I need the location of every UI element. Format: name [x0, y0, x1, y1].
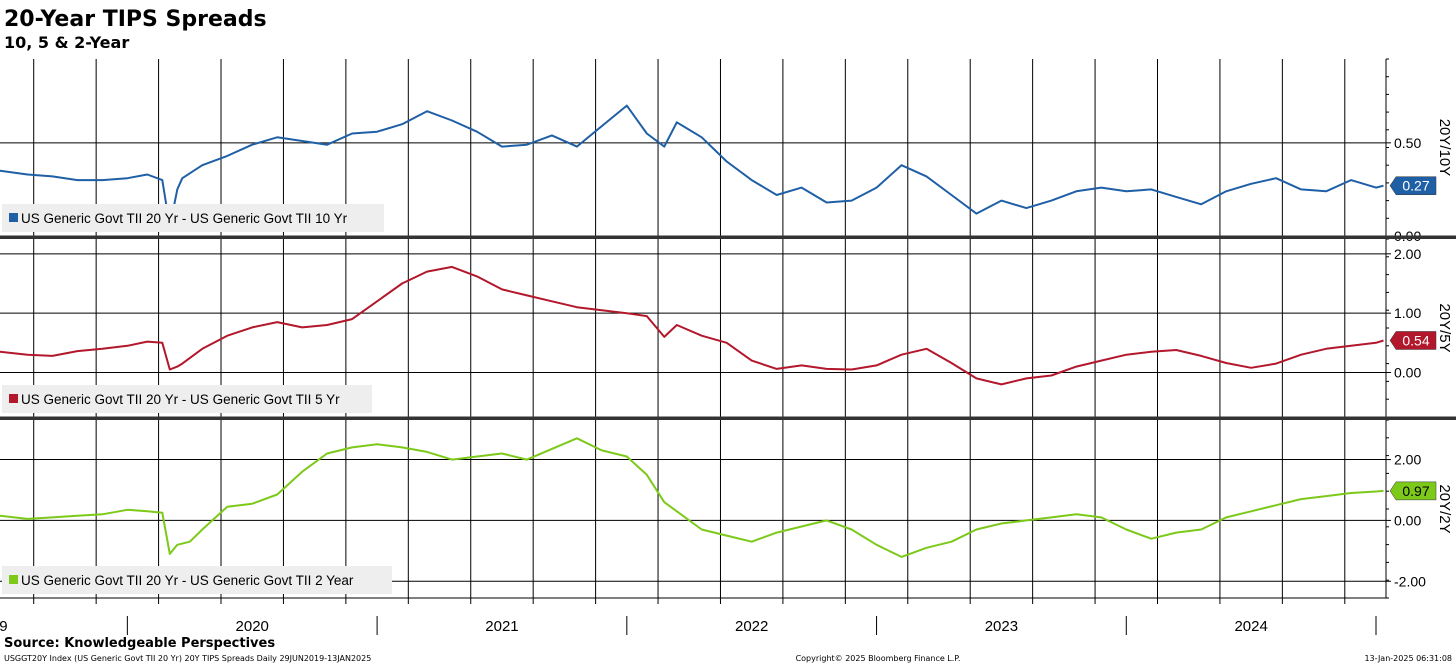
legend-swatch: [9, 213, 18, 222]
chart-subtitle: 10, 5 & 2-Year: [4, 33, 129, 52]
y-tick-label: 0.50: [1394, 135, 1421, 151]
y-tick-label: 0.00: [1394, 365, 1421, 381]
panel-20y-5y: 0.00 1.00 2.00 0.54 20Y/5Y US Generic Govt TI…: [0, 238, 1453, 418]
y-tick-label: 2.00: [1394, 246, 1421, 262]
last-value-badge: [1389, 481, 1437, 501]
y-tick-label: 2.00: [1394, 452, 1421, 468]
footer-left: USGGT20Y Index (US Generic Govt TII 20 Y…: [4, 654, 371, 663]
x-tick-label: 2022: [735, 618, 768, 635]
footer-center: Copyright© 2025 Bloomberg Finance L.P.: [796, 654, 961, 663]
legend-swatch: [9, 394, 18, 403]
legend-swatch: [9, 575, 18, 584]
y-tick-label: 1.00: [1394, 305, 1421, 321]
last-value-label: 0.54: [1402, 332, 1429, 348]
last-value-badge: [1389, 331, 1437, 350]
panel-separator: [0, 235, 1456, 239]
x-tick-label: 2024: [1234, 618, 1267, 635]
last-value-label: 0.27: [1402, 178, 1429, 194]
y-tick-label: -2.00: [1394, 573, 1426, 589]
legend-label: US Generic Govt TII 20 Yr - US Generic G…: [21, 211, 348, 226]
series-line-20y-2y: [0, 437, 1384, 558]
x-tick-label: 2021: [485, 618, 518, 635]
legend-label: US Generic Govt TII 20 Yr - US Generic G…: [21, 392, 340, 407]
panel-20y-2y: -2.00 0.00 2.00 0.97 20Y/2Y US Generic Govt T…: [0, 419, 1453, 599]
footer-right: 13-Jan-2025 06:31:08: [1364, 654, 1452, 663]
x-tick-label: 2020: [236, 618, 269, 635]
x-tick-label: 2019: [0, 618, 8, 635]
panel-separator: [0, 416, 1456, 420]
x-axis: 2019 2020 2021 2022 2023 2024: [0, 597, 1386, 635]
legend-box: [2, 204, 384, 232]
legend-label: US Generic Govt TII 20 Yr - US Generic G…: [21, 573, 354, 588]
last-value-badge: [1389, 176, 1437, 195]
y-tick-label: 0.00: [1394, 512, 1421, 528]
panel-axis-label: 20Y/5Y: [1436, 303, 1453, 352]
chart-panels: 0.00 0.50 0.27 20Y/10Y US Generic Govt TII 2…: [0, 58, 1456, 599]
source-note: Source: Knowledgeable Perspectives: [4, 636, 275, 651]
series-line-20y-5y: [0, 265, 1384, 386]
last-value-label: 0.97: [1402, 483, 1429, 499]
legend-box: [2, 385, 372, 413]
panel-axis-label: 20Y/2Y: [1436, 484, 1453, 533]
series-line-20y-10y: [0, 104, 1384, 228]
chart-title: 20-Year TIPS Spreads: [4, 7, 267, 32]
x-tick-label: 2023: [985, 618, 1018, 635]
panel-axis-label: 20Y/10Y: [1436, 119, 1453, 177]
legend-box: [2, 566, 392, 594]
